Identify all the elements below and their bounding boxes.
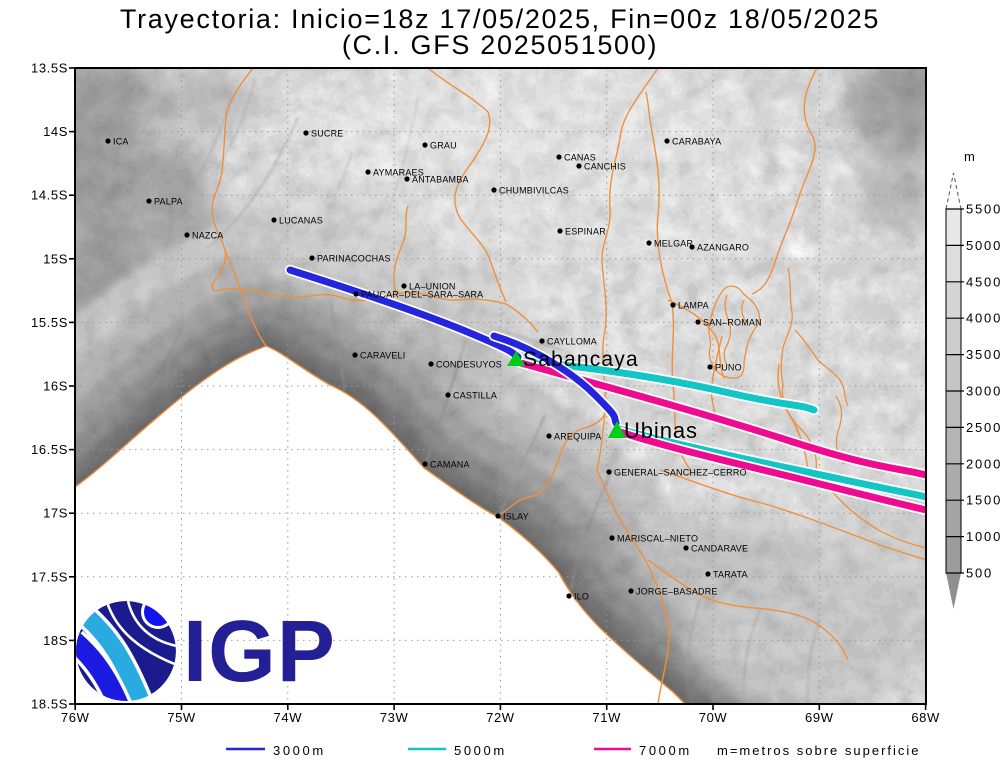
svg-text:1000: 1000	[966, 529, 1000, 544]
svg-text:17S: 17S	[43, 506, 68, 521]
svg-text:SUCRE: SUCRE	[311, 129, 344, 139]
svg-text:CARAVELI: CARAVELI	[360, 351, 405, 361]
svg-text:13.5S: 13.5S	[31, 61, 68, 76]
svg-text:500: 500	[966, 566, 993, 581]
svg-text:4000: 4000	[966, 311, 1000, 326]
svg-text:5000: 5000	[966, 238, 1000, 253]
svg-text:(C.I. GFS 2025051500): (C.I. GFS 2025051500)	[342, 30, 658, 60]
svg-text:72W: 72W	[486, 710, 515, 725]
svg-text:14S: 14S	[43, 124, 68, 139]
svg-text:70W: 70W	[699, 710, 728, 725]
svg-text:LAMPA: LAMPA	[678, 301, 709, 311]
svg-text:16.5S: 16.5S	[31, 442, 68, 457]
svg-text:CANAS: CANAS	[564, 153, 596, 163]
svg-text:CARABAYA: CARABAYA	[672, 137, 721, 147]
svg-text:16S: 16S	[43, 379, 68, 394]
svg-text:CASTILLA: CASTILLA	[453, 391, 497, 401]
svg-text:18S: 18S	[43, 633, 68, 648]
svg-text:AREQUIPA: AREQUIPA	[554, 432, 601, 442]
svg-text:Trayectoria: Inicio=18z 17/05/: Trayectoria: Inicio=18z 17/05/2025, Fin=…	[120, 4, 880, 34]
svg-text:15.5S: 15.5S	[31, 315, 68, 330]
svg-text:CAMANA: CAMANA	[430, 460, 470, 470]
svg-text:PUNO: PUNO	[715, 363, 742, 373]
svg-text:MELGAR: MELGAR	[654, 239, 694, 249]
svg-text:GENERAL–SANCHEZ–CERRO: GENERAL–SANCHEZ–CERRO	[614, 468, 747, 478]
svg-text:GRAU: GRAU	[430, 141, 457, 151]
svg-text:3000m: 3000m	[273, 743, 326, 758]
svg-text:TARATA: TARATA	[713, 570, 748, 580]
svg-text:m=metros sobre superficie: m=metros sobre superficie	[717, 743, 921, 758]
svg-text:MARISCAL–NIETO: MARISCAL–NIETO	[617, 534, 698, 544]
svg-text:CAYLLOMA: CAYLLOMA	[547, 337, 597, 347]
svg-text:CANCHIS: CANCHIS	[584, 162, 626, 172]
svg-text:14.5S: 14.5S	[31, 188, 68, 203]
svg-text:76W: 76W	[61, 710, 90, 725]
svg-text:PARINACOCHAS: PARINACOCHAS	[317, 254, 391, 264]
svg-text:73W: 73W	[380, 710, 409, 725]
svg-text:PAUCAR–DEL–SARA–SARA: PAUCAR–DEL–SARA–SARA	[361, 290, 483, 300]
svg-text:7000m: 7000m	[639, 743, 692, 758]
svg-text:3500: 3500	[966, 347, 1000, 362]
svg-text:75W: 75W	[167, 710, 196, 725]
svg-text:ILO: ILO	[574, 592, 589, 602]
svg-text:SAN–ROMAN: SAN–ROMAN	[703, 318, 762, 328]
svg-text:2500: 2500	[966, 420, 1000, 435]
svg-text:15S: 15S	[43, 251, 68, 266]
svg-text:ESPINAR: ESPINAR	[565, 227, 606, 237]
svg-text:JORGE–BASADRE: JORGE–BASADRE	[636, 587, 718, 597]
svg-text:69W: 69W	[805, 710, 834, 725]
svg-text:AZANGARO: AZANGARO	[697, 243, 749, 253]
svg-text:18.5S: 18.5S	[31, 697, 68, 712]
svg-text:3000: 3000	[966, 384, 1000, 399]
svg-text:CHUMBIVILCAS: CHUMBIVILCAS	[499, 186, 569, 196]
svg-text:68W: 68W	[911, 710, 940, 725]
svg-text:5500: 5500	[966, 202, 1000, 217]
svg-text:Ubinas: Ubinas	[624, 418, 698, 443]
svg-text:17.5S: 17.5S	[31, 569, 68, 584]
svg-text:74W: 74W	[274, 710, 303, 725]
svg-text:PALPA: PALPA	[154, 197, 183, 207]
svg-text:LA–UNION: LA–UNION	[409, 282, 456, 292]
svg-text:CANDARAVE: CANDARAVE	[691, 544, 748, 554]
svg-text:m: m	[964, 149, 975, 164]
svg-text:71W: 71W	[592, 710, 621, 725]
svg-text:5000m: 5000m	[454, 743, 507, 758]
svg-text:ICA: ICA	[113, 137, 129, 147]
svg-text:ISLAY: ISLAY	[503, 512, 529, 522]
svg-text:NAZCA: NAZCA	[192, 231, 224, 241]
svg-text:AYMARAES: AYMARAES	[373, 168, 424, 178]
svg-text:4500: 4500	[966, 274, 1000, 289]
svg-text:CONDESUYOS: CONDESUYOS	[436, 360, 502, 370]
svg-text:LUCANAS: LUCANAS	[279, 216, 323, 226]
svg-text:2000: 2000	[966, 456, 1000, 471]
svg-text:Sabancaya: Sabancaya	[523, 348, 639, 371]
svg-text:ANTABAMBA: ANTABAMBA	[412, 175, 469, 185]
svg-text:IGP: IGP	[183, 603, 336, 700]
svg-text:1500: 1500	[966, 493, 1000, 508]
